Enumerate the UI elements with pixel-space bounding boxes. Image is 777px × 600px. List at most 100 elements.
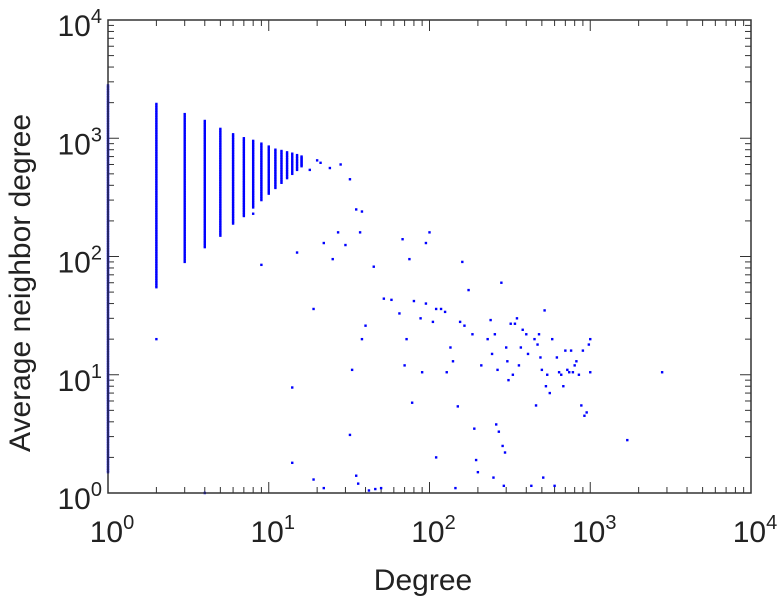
data-point-614 (231, 143, 235, 146)
data-point-292 (155, 180, 158, 184)
data-point-559 (219, 139, 222, 142)
data-point-604 (231, 160, 235, 163)
data-point-449 (203, 208, 206, 212)
data-point-915 (445, 371, 448, 374)
data-point-792 (274, 151, 277, 155)
data-point-940 (503, 451, 507, 454)
data-point-710 (260, 195, 263, 198)
data-point-897 (390, 298, 393, 302)
data-point-269 (155, 219, 158, 223)
data-point-502 (203, 119, 206, 123)
data-point-611 (231, 148, 235, 151)
data-point-415 (183, 131, 186, 134)
data-point-663 (242, 143, 246, 147)
data-point-536 (219, 178, 222, 181)
data-point-515 (219, 214, 222, 217)
data-point-519 (219, 207, 222, 210)
data-point-886 (355, 208, 358, 211)
data-point-543 (219, 166, 222, 170)
data-point-617 (231, 138, 235, 141)
data-point-807 (280, 161, 283, 164)
data-point-296 (155, 174, 158, 177)
data-point-698 (251, 155, 255, 158)
data-point-612 (231, 146, 235, 149)
data-point-451 (203, 205, 206, 208)
data-point-589 (231, 185, 235, 188)
axis-ticks (107, 19, 752, 494)
data-point-923 (467, 288, 470, 292)
data-point-806 (280, 163, 283, 166)
data-point-418 (183, 126, 186, 129)
data-point-741 (260, 142, 263, 145)
data-point-263 (155, 230, 158, 233)
data-point-532 (219, 185, 222, 188)
data-point-568 (231, 220, 235, 224)
data-point-556 (219, 144, 222, 148)
data-point-276 (155, 207, 158, 211)
data-point-815 (285, 176, 289, 180)
data-point-725 (260, 169, 263, 173)
data-point-334 (155, 109, 158, 112)
data-point-583 (231, 195, 235, 198)
data-point-677 (251, 190, 255, 194)
data-point-738 (260, 147, 263, 150)
data-point-846 (295, 165, 299, 168)
data-point-944 (509, 322, 512, 325)
data-point-986 (626, 438, 629, 442)
data-point-577 (231, 205, 235, 208)
y-tick-label-0: 100 (58, 479, 103, 516)
data-point-827 (285, 156, 289, 159)
data-point-609 (231, 151, 235, 155)
data-point-975 (571, 371, 575, 374)
data-point-789 (274, 156, 277, 160)
data-point-372 (183, 204, 186, 208)
data-point-412 (183, 136, 186, 140)
data-point-826 (285, 158, 289, 161)
data-point-322 (155, 129, 158, 133)
data-point-747 (267, 184, 270, 187)
data-point-390 (183, 174, 186, 177)
data-point-712 (260, 192, 263, 195)
data-point-633 (242, 194, 246, 197)
data-point-574 (231, 210, 235, 213)
data-point-750 (267, 179, 270, 182)
data-point-880 (339, 163, 342, 166)
data-point-343 (183, 253, 186, 257)
data-point-374 (183, 201, 186, 204)
data-point-754 (267, 172, 270, 175)
data-point-877 (328, 166, 332, 170)
data-point-636 (242, 189, 246, 192)
data-point-720 (260, 178, 263, 181)
data-point-838 (291, 160, 294, 164)
data-point-937 (500, 281, 503, 284)
data-point-662 (242, 145, 246, 148)
data-point-796 (280, 179, 283, 183)
data-point-377 (183, 196, 186, 199)
y-tick-labels: 100 101 102 103 104 (58, 6, 103, 516)
data-point-814 (280, 149, 283, 153)
data-point-883 (348, 178, 352, 181)
data-point-711 (260, 193, 263, 197)
data-point-860 (300, 157, 303, 161)
data-point-454 (203, 200, 206, 203)
data-point-545 (219, 163, 222, 166)
data-point-427 (203, 245, 206, 249)
data-point-313 (155, 145, 158, 148)
data-point-380 (183, 191, 186, 194)
data-point-440 (203, 224, 206, 227)
data-point-530 (219, 188, 222, 192)
data-point-619 (231, 134, 235, 138)
data-point-405 (183, 148, 186, 151)
data-point-576 (231, 207, 235, 210)
y-tick-label-4: 104 (58, 6, 103, 43)
data-point-931 (490, 352, 494, 356)
data-point-801 (280, 171, 283, 174)
data-point-818 (285, 171, 289, 175)
data-point-654 (242, 159, 246, 162)
data-point-470 (203, 173, 206, 176)
data-point-737 (260, 149, 263, 152)
data-point-803 (280, 168, 283, 171)
data-point-575 (231, 208, 235, 212)
data-point-448 (203, 210, 206, 214)
data-point-420 (183, 123, 186, 126)
